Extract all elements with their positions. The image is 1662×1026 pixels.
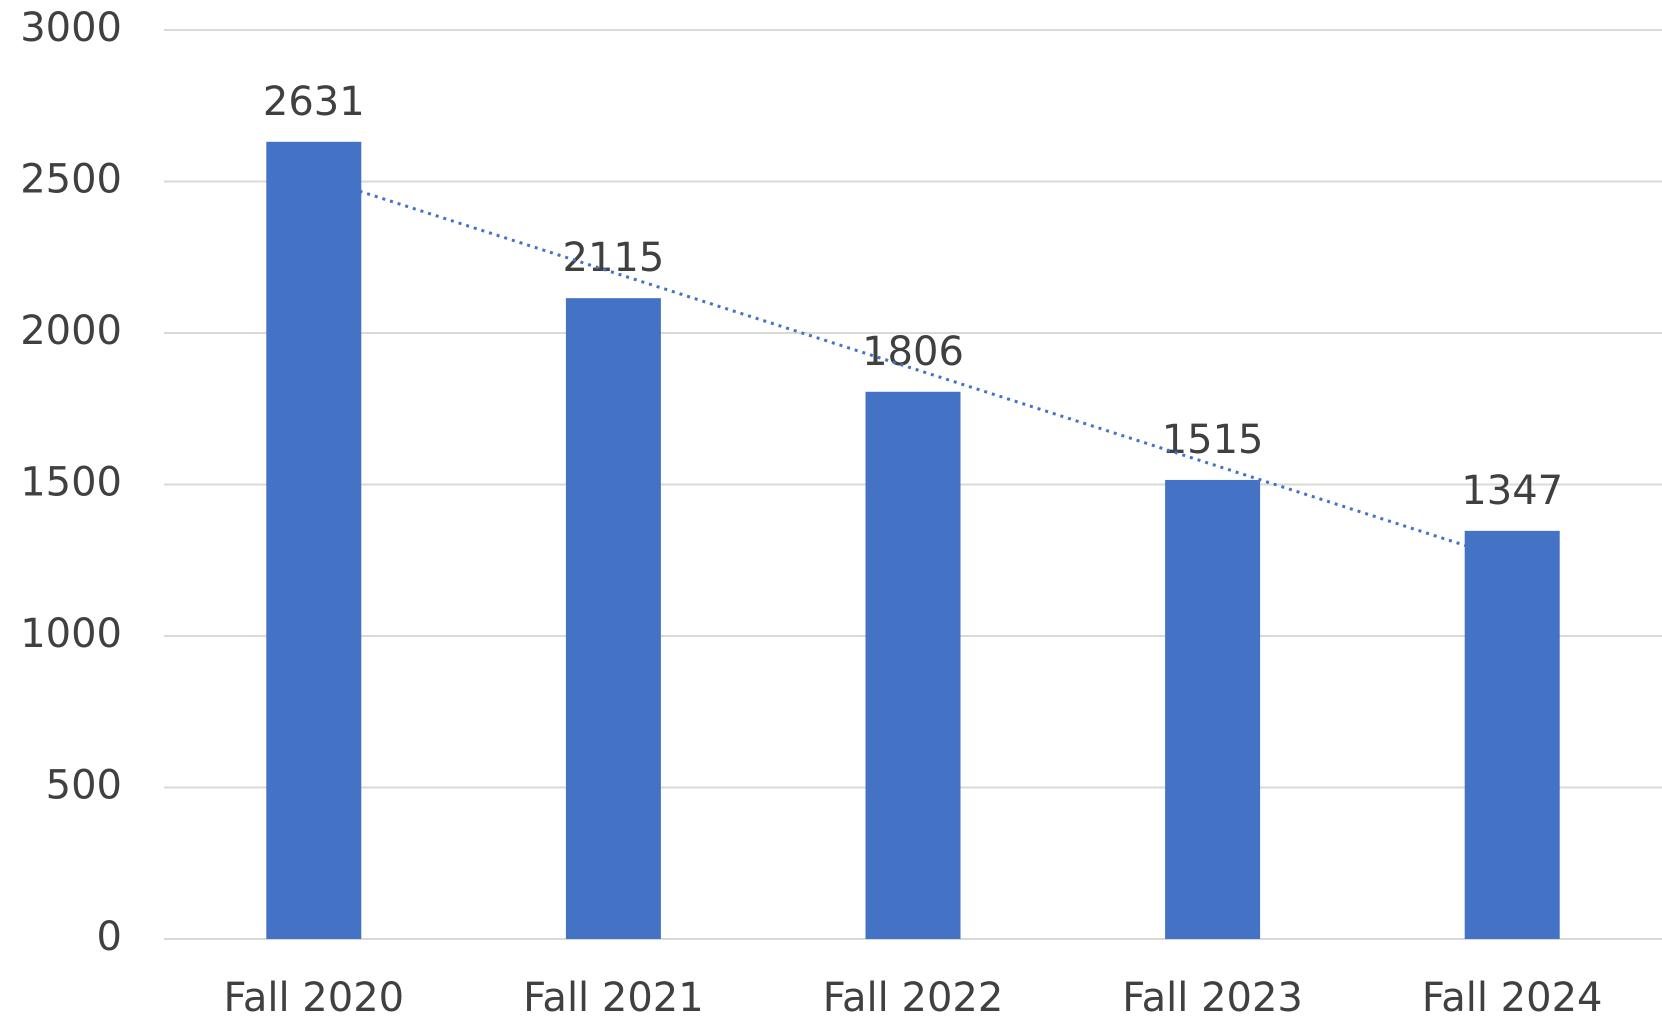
y-tick-label: 1500 — [20, 460, 122, 506]
bar — [565, 298, 661, 939]
data-label: 1806 — [862, 329, 964, 375]
y-tick-label: 2000 — [20, 308, 122, 354]
x-tick-label: Fall 2022 — [823, 975, 1004, 1021]
x-tick-label: Fall 2023 — [1122, 975, 1303, 1021]
data-label: 2115 — [563, 235, 665, 281]
y-tick-label: 1000 — [20, 611, 122, 657]
data-label: 2631 — [263, 79, 365, 125]
bar — [1165, 479, 1261, 939]
y-tick-label: 0 — [97, 914, 122, 960]
bar — [865, 391, 961, 940]
bar — [266, 141, 362, 939]
data-label: 1347 — [1461, 468, 1563, 514]
y-tick-label: 2500 — [20, 157, 122, 203]
x-tick-label: Fall 2024 — [1422, 975, 1603, 1021]
bar — [1464, 530, 1560, 939]
x-tick-label: Fall 2021 — [523, 975, 704, 1021]
y-tick-label: 500 — [46, 763, 122, 809]
trendline — [313, 175, 1513, 562]
y-tick-label: 3000 — [20, 5, 122, 51]
data-label: 1515 — [1162, 417, 1264, 463]
x-tick-label: Fall 2020 — [224, 975, 405, 1021]
